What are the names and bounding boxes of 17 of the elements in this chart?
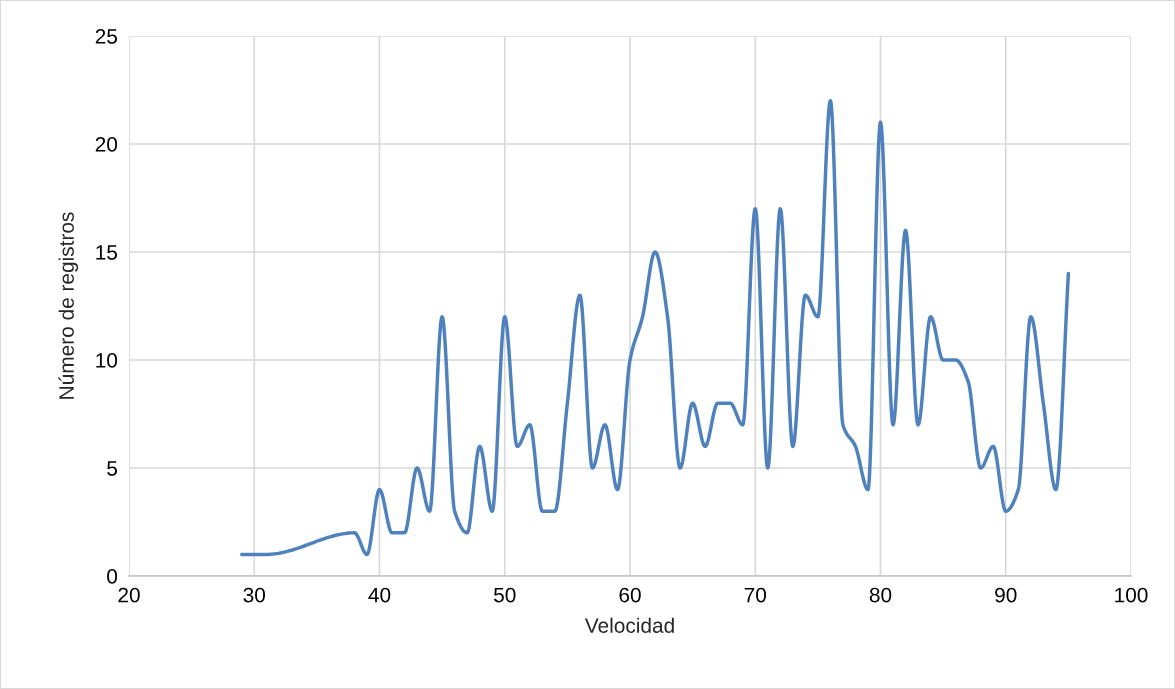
y-tick-label: 25 — [95, 29, 118, 44]
x-axis-title: Velocidad — [584, 617, 674, 633]
y-tick-label: 20 — [95, 137, 118, 152]
y-axis-title: Número de registros — [58, 212, 79, 399]
x-tick-label: 50 — [494, 587, 516, 603]
y-tick-label: 10 — [96, 353, 118, 368]
y-tick-label: 5 — [107, 461, 118, 476]
x-tick-label: 30 — [243, 587, 266, 603]
x-tick-label: 70 — [744, 587, 767, 603]
x-tick-label: 80 — [869, 587, 892, 603]
x-tick-label: 20 — [118, 587, 140, 603]
y-tick-label: 0 — [107, 569, 118, 584]
x-tick-label: 90 — [995, 587, 1017, 603]
x-tick-label: 60 — [619, 587, 641, 603]
y-tick-label: 15 — [96, 245, 118, 260]
x-tick-label: 40 — [368, 587, 391, 603]
x-tick-label: 100 — [1115, 587, 1148, 603]
